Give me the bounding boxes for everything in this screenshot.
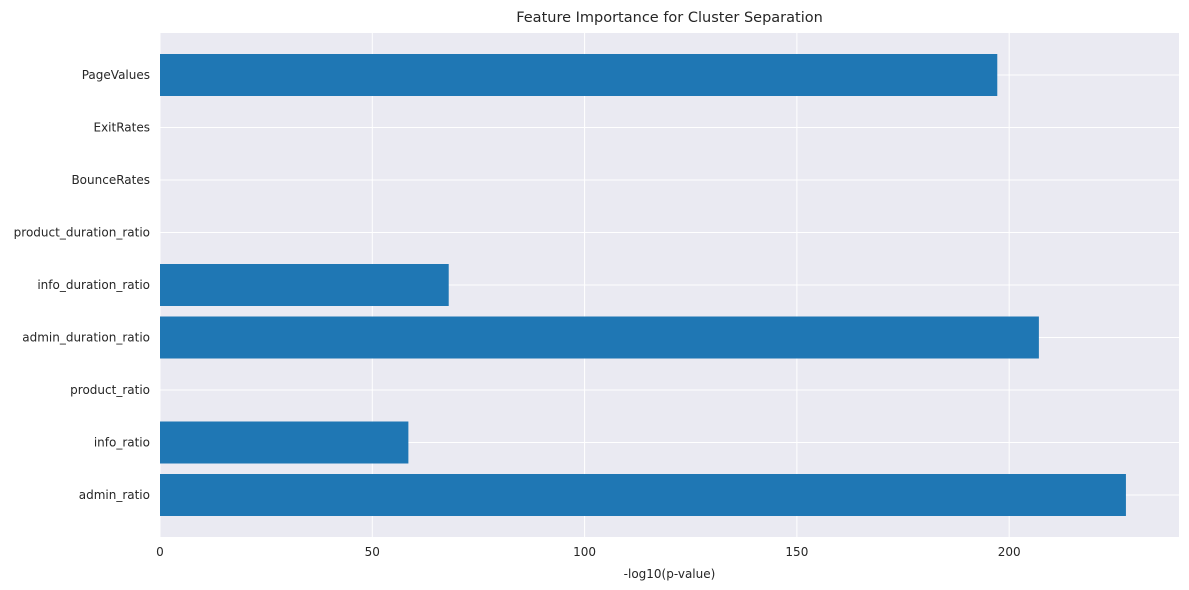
bars [160, 54, 1126, 516]
y-tick-label: admin_ratio [79, 488, 150, 502]
y-tick-label: admin_duration_ratio [22, 331, 150, 345]
y-tick-labels: admin_ratio info_ratio product_ratio admin_… [14, 68, 150, 502]
y-tick-label: info_ratio [94, 436, 150, 450]
x-tick-labels: 0 50 100 150 200 [156, 545, 1020, 559]
y-tick-label: ExitRates [94, 121, 151, 135]
x-tick-label: 0 [156, 545, 164, 559]
bar-admin_ratio [160, 474, 1126, 516]
chart-title: Feature Importance for Cluster Separatio… [516, 10, 823, 26]
x-tick-label: 200 [998, 545, 1021, 559]
y-tick-label: PageValues [82, 68, 150, 82]
x-tick-label: 100 [573, 545, 596, 559]
bar-info_ratio [160, 421, 409, 464]
y-tick-label: info_duration_ratio [37, 278, 150, 292]
bar-admin_duration_ratio [160, 316, 1039, 359]
bar-info_duration_ratio [160, 264, 449, 306]
x-tick-label: 50 [365, 545, 380, 559]
x-tick-label: 150 [785, 545, 808, 559]
bar-PageValues [160, 54, 998, 96]
y-tick-label: product_ratio [70, 383, 150, 397]
y-tick-label: BounceRates [71, 173, 150, 187]
y-tick-label: product_duration_ratio [14, 226, 150, 240]
x-axis-label: -log10(p-value) [624, 567, 716, 581]
